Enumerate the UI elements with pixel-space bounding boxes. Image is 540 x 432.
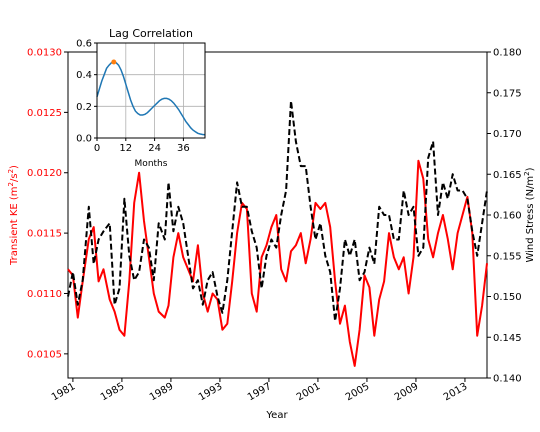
left-y-tick-label: 0.0105	[27, 349, 62, 360]
inset-plot-frame	[96, 42, 206, 139]
right-y-tick-label: 0.175	[493, 88, 522, 99]
inset-x-tick-label: 24	[148, 143, 161, 154]
left-y-tick-label: 0.0130	[27, 48, 62, 59]
left-y-label-part-1: Transient KE (m	[9, 186, 20, 266]
left-y-tick-label: 0.0110	[27, 289, 62, 300]
left-y-label-part-2: /s	[9, 173, 20, 182]
right-y-tick-label: 0.165	[493, 170, 522, 181]
right-y-tick-label: 0.150	[493, 292, 522, 303]
inset-title: Lag Correlation	[109, 27, 193, 40]
left-y-tick-label: 0.0115	[27, 229, 62, 240]
inset-x-axis: 0 12 24 36	[94, 138, 190, 154]
inset-background	[97, 43, 205, 138]
left-y-tick-label: 0.0120	[27, 168, 62, 179]
left-y-tick-label: 0.0125	[27, 108, 62, 119]
x-tick-label: 2009	[393, 381, 421, 403]
inset-x-axis-label: Months	[135, 159, 168, 169]
right-y-tick-label: 0.140	[493, 374, 522, 385]
x-tick-label: 1985	[99, 381, 127, 403]
left-y-label-sup-2: 2	[7, 169, 15, 173]
inset-x-tick-label: 12	[119, 143, 132, 154]
main-right-y-axis-label: Wind Stress (N/m2)	[523, 167, 536, 262]
main-x-axis-label: Year	[265, 410, 288, 421]
inset-y-tick-label: 0.0	[76, 134, 92, 145]
left-y-label-sup-1: 2	[7, 182, 15, 186]
x-tick-label: 2001	[295, 381, 323, 403]
right-y-label-part-2: )	[525, 167, 536, 171]
right-y-tick-label: 0.180	[493, 48, 522, 59]
right-y-tick-label: 0.160	[493, 211, 522, 222]
x-tick-label: 2005	[344, 381, 372, 403]
right-y-tick-label: 0.155	[493, 251, 522, 262]
inset-x-tick-label: 36	[177, 143, 190, 154]
right-y-tick-label: 0.170	[493, 129, 522, 140]
right-y-label-sup: 2	[523, 171, 531, 175]
main-left-y-axis: 0.0105 0.0110 0.0115 0.0120 0.0125 0.0130	[27, 48, 68, 360]
wind-stress-line	[67, 99, 488, 322]
inset-x-tick-label: 0	[94, 143, 100, 154]
x-tick-label: 1993	[197, 381, 225, 403]
main-series-group	[67, 99, 488, 367]
main-x-axis: 1981 1985 1989 1993 1997 2001 2005 2009 2013	[50, 378, 470, 403]
right-y-tick-label: 0.145	[493, 333, 522, 344]
transient-ke-line	[67, 159, 488, 367]
main-left-y-axis-label: Transient KE (m2/s2)	[7, 165, 20, 266]
x-tick-label: 1989	[148, 381, 176, 403]
inset-y-tick-label: 0.2	[76, 102, 92, 113]
x-tick-label: 1981	[50, 381, 78, 403]
inset-y-tick-label: 0.4	[76, 70, 92, 81]
inset-y-axis: 0.0 0.2 0.4 0.6	[76, 39, 97, 145]
left-y-label-part-3: )	[9, 165, 20, 169]
main-right-y-axis: 0.140 0.145 0.150 0.155 0.160 0.165 0.170 0.175…	[487, 48, 522, 385]
max-correlation-marker	[111, 59, 117, 65]
x-tick-label: 2013	[442, 381, 470, 403]
inset-y-tick-label: 0.6	[76, 39, 92, 50]
inset-series-group	[96, 59, 206, 136]
x-tick-label: 1997	[246, 381, 274, 403]
right-y-label-part-1: Wind Stress (N/m	[525, 176, 536, 263]
